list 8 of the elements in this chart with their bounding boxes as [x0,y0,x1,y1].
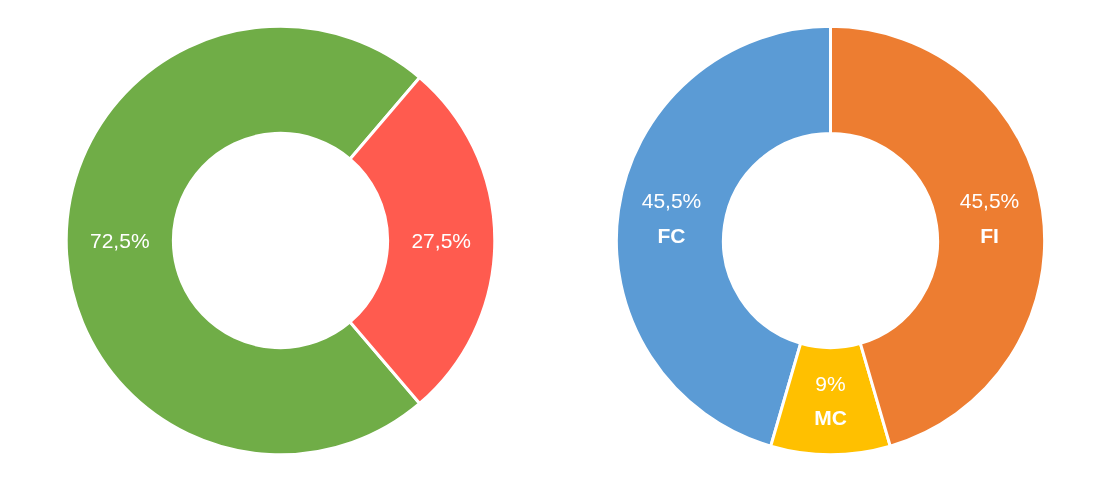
data-label: 45,5% [641,189,702,213]
slice-label: FC [657,223,686,247]
data-label: 9% [815,372,846,396]
slice-label: FI [980,223,999,247]
data-label: 72,5% [90,229,150,252]
data-label: 45,5% [959,189,1020,213]
data-label: 27,5% [411,229,471,252]
slice-label: MC [814,406,847,430]
